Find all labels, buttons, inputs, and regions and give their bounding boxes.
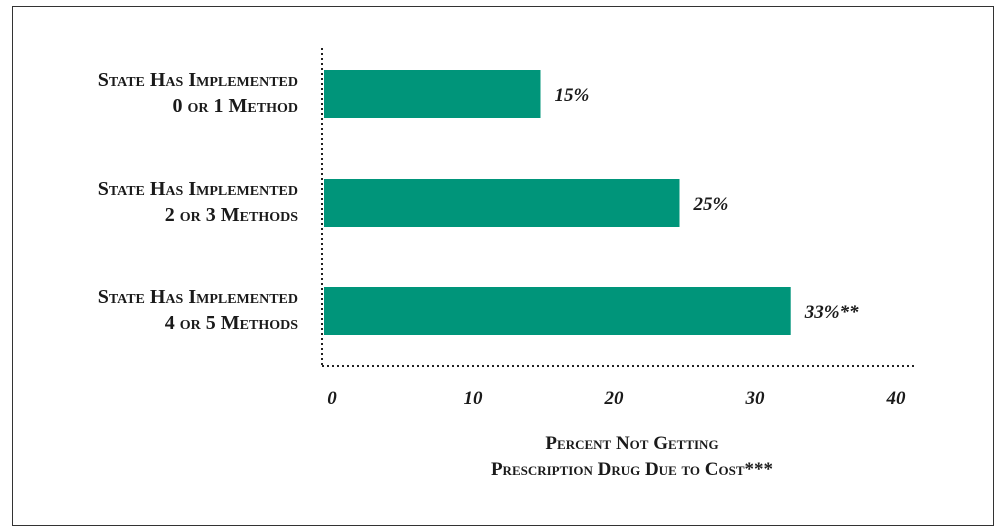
x-axis-title-line-1: Prescription Drug Due to Cost*** <box>491 459 773 480</box>
x-tick-label-30: 30 <box>745 388 766 409</box>
x-tick-label-40: 40 <box>886 388 907 409</box>
category-label-0-line-0: State Has Implemented <box>98 69 298 91</box>
x-axis-title-line-0: Percent Not Getting <box>545 433 718 454</box>
x-tick-label-0: 0 <box>327 388 337 409</box>
category-label-2-line-0: State Has Implemented <box>98 286 298 308</box>
category-label-1-line-1: 2 or 3 Methods <box>165 204 298 226</box>
category-label-0-line-1: 0 or 1 Method <box>173 95 298 117</box>
category-label-2-line-1: 4 or 5 Methods <box>165 312 298 334</box>
data-label-2: 33%** <box>804 302 859 323</box>
data-label-0: 15% <box>555 85 590 106</box>
category-label-1-line-0: State Has Implemented <box>98 178 298 200</box>
labels-layer: 15% State Has Implemented 0 or 1 Method 25%… <box>98 69 906 480</box>
bars-layer <box>324 70 791 335</box>
data-label-1: 25% <box>693 194 729 215</box>
bar-2 <box>324 287 791 335</box>
x-tick-label-10: 10 <box>464 388 484 409</box>
axes-layer <box>321 48 916 367</box>
x-tick-label-20: 20 <box>604 388 625 409</box>
bar-1 <box>324 179 680 227</box>
bar-0 <box>324 70 541 118</box>
